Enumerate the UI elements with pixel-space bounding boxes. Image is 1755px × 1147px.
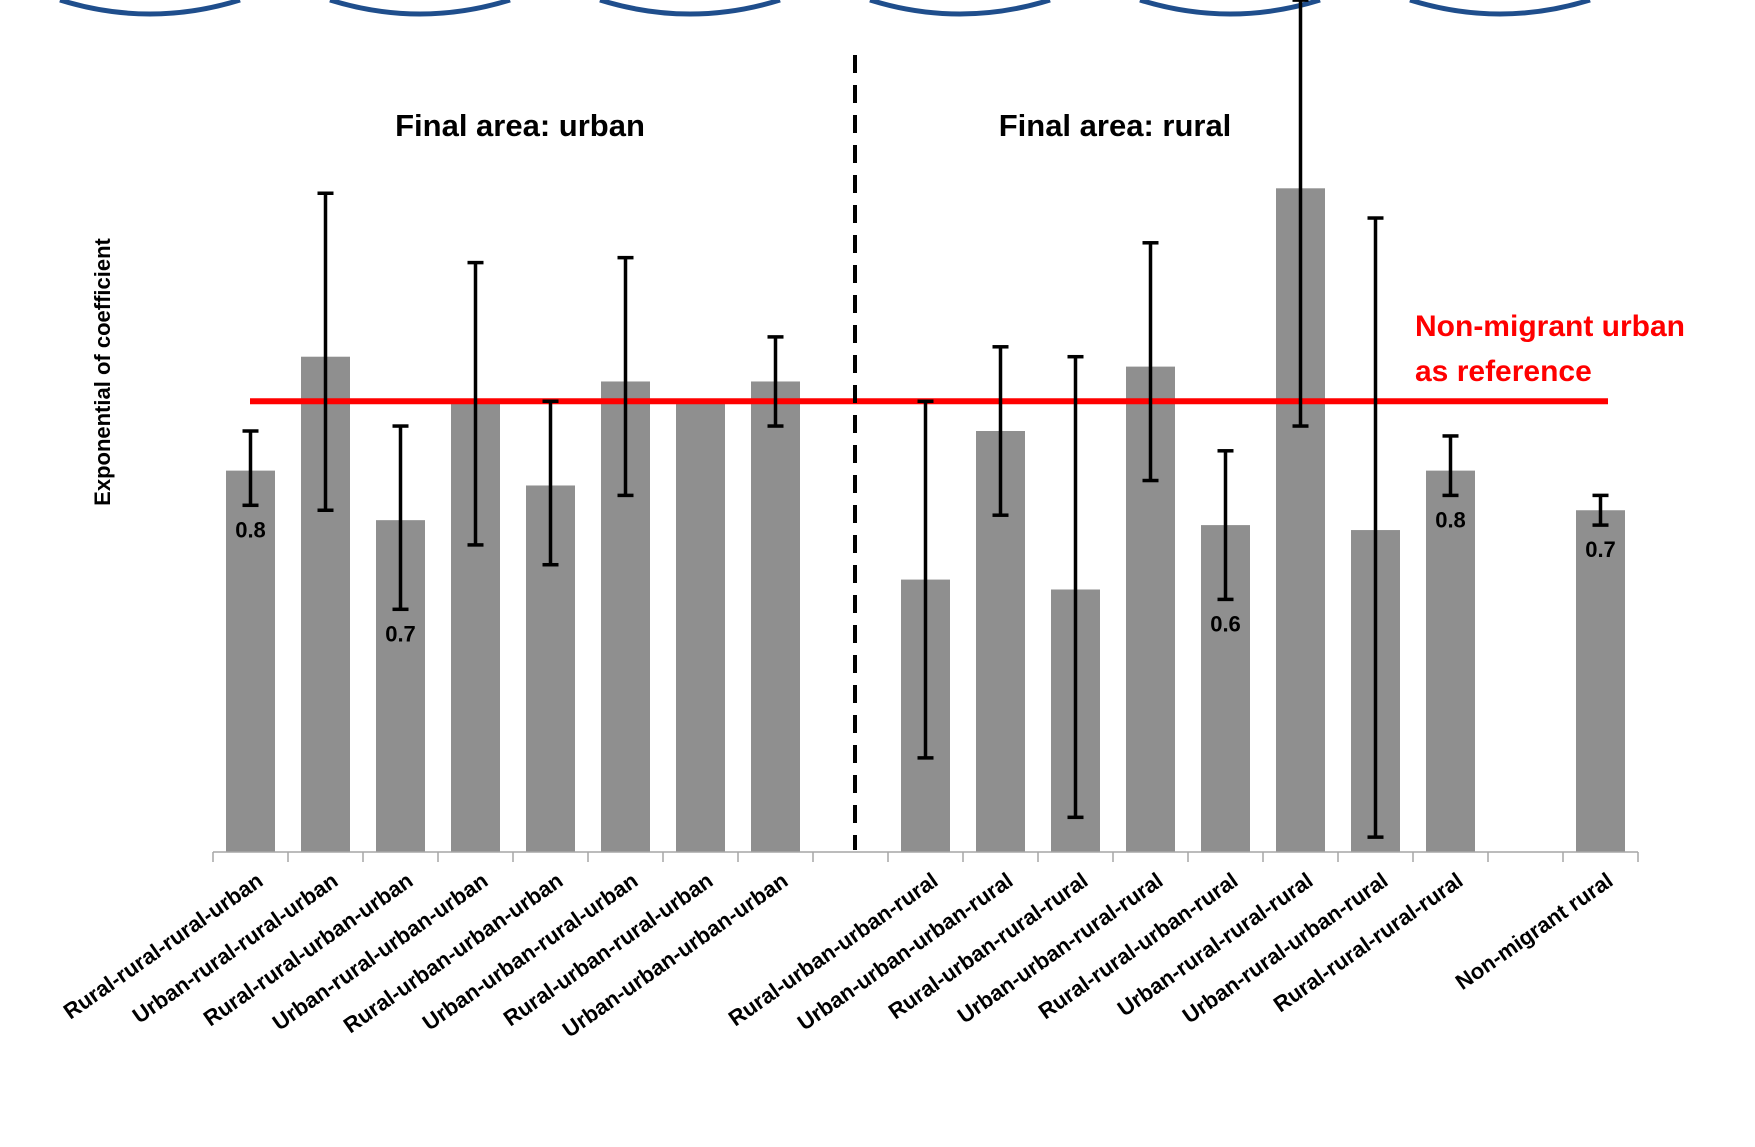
category-labels: Rural-rural-rural-urbanUrban-rural-rural… [59, 868, 1618, 1043]
bar [1426, 470, 1475, 852]
error-bar [1442, 434, 1459, 498]
category-label: Non-migrant rural [1451, 868, 1618, 995]
data-label: 0.8 [235, 517, 266, 542]
error-bar [467, 260, 484, 547]
section-label-urban: Final area: urban [395, 108, 645, 143]
data-label: 0.8 [1435, 507, 1466, 532]
bar [751, 381, 800, 852]
bar [676, 401, 725, 852]
error-bar [317, 191, 334, 512]
data-label: 0.7 [1585, 537, 1616, 562]
bar [226, 470, 275, 852]
error-bar [767, 335, 784, 428]
error-bar [1292, 0, 1309, 428]
error-bar [1367, 216, 1384, 839]
reference-label-line-2: as reference [1415, 355, 1592, 388]
data-label: 0.7 [385, 621, 416, 646]
section-label-rural: Final area: rural [999, 108, 1232, 143]
data-label: 0.6 [1210, 611, 1241, 636]
header-decoration [59, 0, 1591, 17]
bars [226, 188, 1625, 852]
error-bar [1592, 493, 1609, 527]
error-bar [917, 399, 934, 760]
error-bar [1067, 354, 1084, 820]
error-bar [242, 429, 259, 508]
error-bar [617, 255, 634, 498]
x-axis [212, 851, 1639, 862]
error-bar [542, 399, 559, 567]
error-bars [242, 0, 1609, 839]
reference-label-line-1: Non-migrant urban [1415, 310, 1685, 343]
data-labels: 0.8 0.7 0.6 0.8 0.7 [235, 507, 1616, 646]
error-bar [1142, 241, 1159, 483]
error-bar [392, 424, 409, 612]
y-axis-label: Exponential of coefficient [90, 237, 115, 505]
bar [1576, 510, 1625, 852]
error-bar [1217, 449, 1234, 602]
error-bar [992, 345, 1009, 517]
